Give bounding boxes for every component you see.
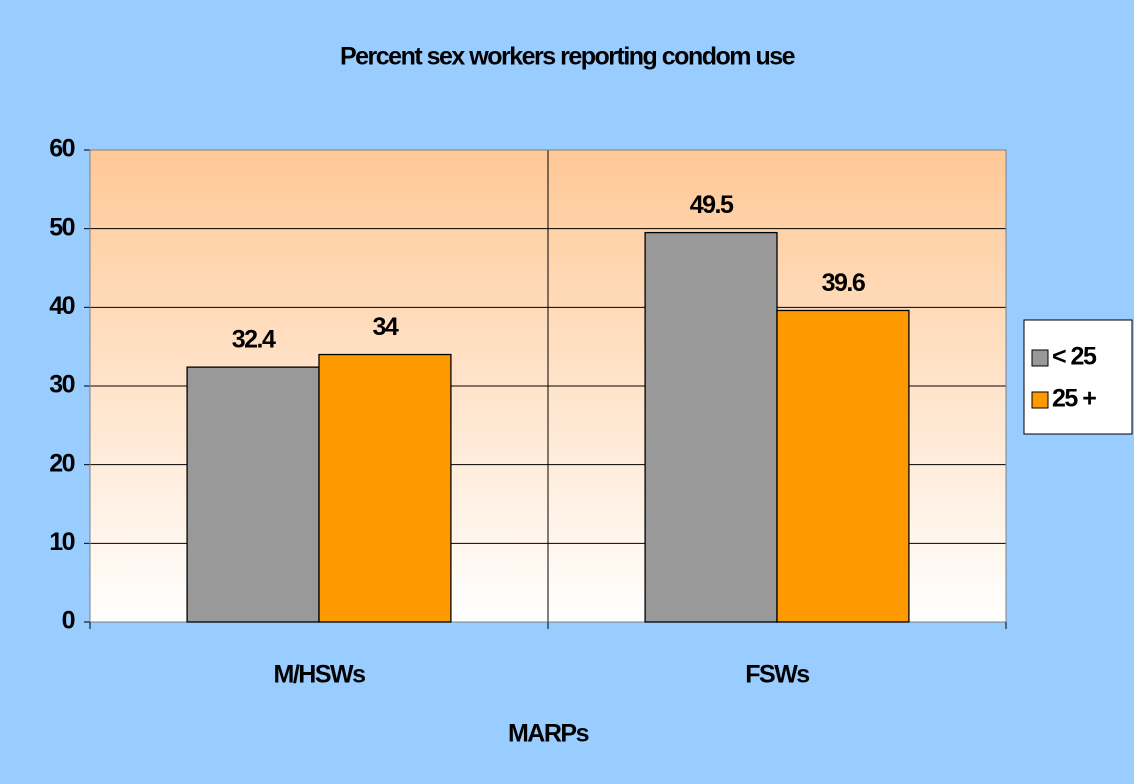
- data-label: 34: [373, 313, 399, 341]
- legend-label: 25 +: [1052, 385, 1096, 413]
- y-tick-label: 30: [49, 371, 74, 399]
- y-tick-label: 40: [49, 292, 74, 320]
- legend-swatch: [1031, 391, 1049, 409]
- legend-swatch: [1031, 349, 1049, 367]
- bar: [318, 353, 452, 623]
- bar: [644, 231, 778, 623]
- x-axis-label: MARPs: [508, 720, 589, 748]
- legend: [1023, 319, 1133, 435]
- data-label: 49.5: [690, 191, 734, 219]
- y-tick-label: 0: [62, 607, 75, 635]
- y-tick-label: 10: [49, 528, 74, 556]
- legend-label: < 25: [1052, 343, 1097, 371]
- data-label: 39.6: [822, 269, 865, 297]
- bar: [186, 366, 320, 623]
- bar: [776, 309, 910, 623]
- x-tick-label: M/HSWs: [274, 661, 366, 689]
- y-tick-label: 50: [49, 213, 74, 241]
- x-tick-label: FSWs: [745, 661, 809, 689]
- y-tick-label: 60: [49, 135, 74, 163]
- data-label: 32.4: [232, 326, 276, 354]
- chart-title: Percent sex workers reporting condom use: [340, 43, 796, 71]
- y-tick-label: 20: [49, 449, 74, 477]
